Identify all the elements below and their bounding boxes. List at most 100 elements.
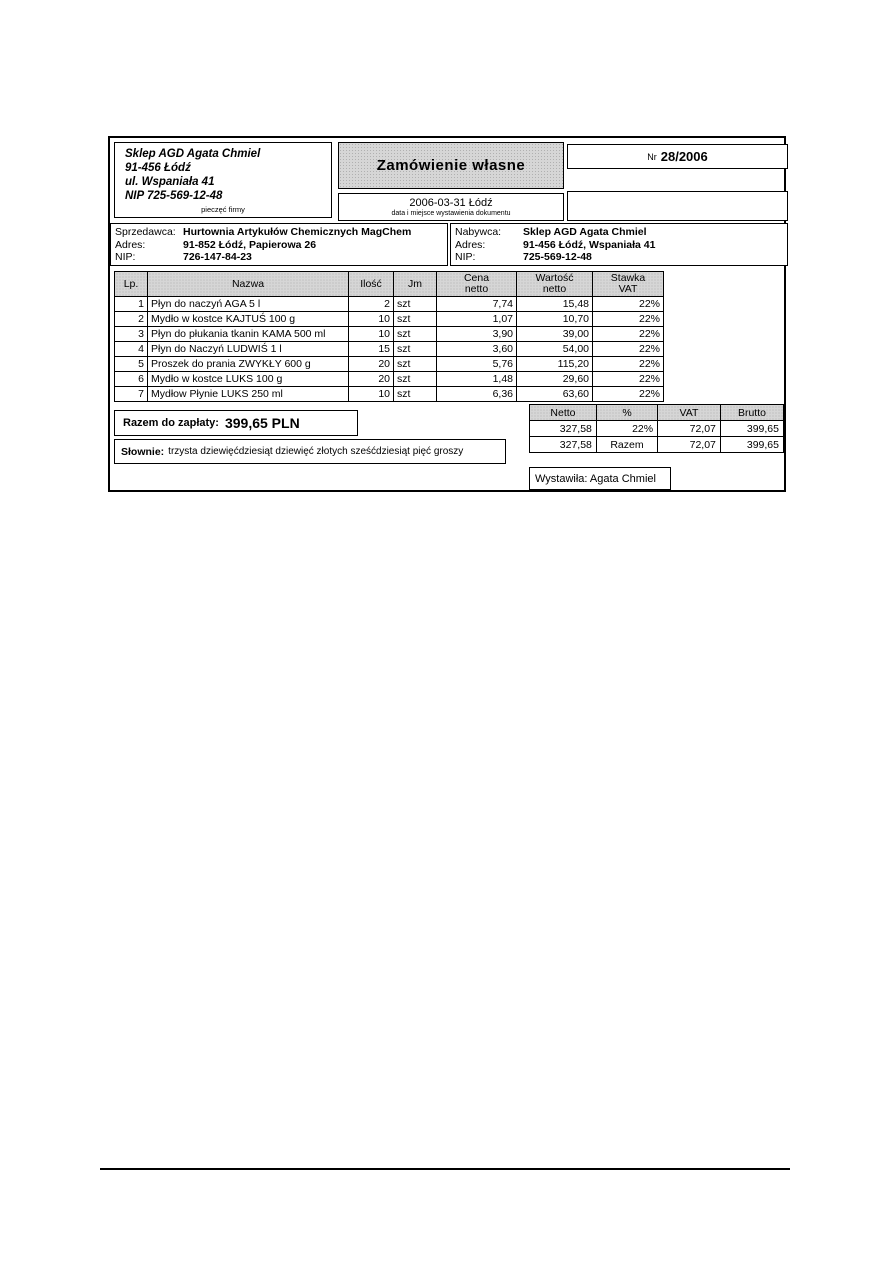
cell-value: 10,70 [516, 311, 593, 327]
cell-lp: 5 [114, 356, 148, 372]
col-header-name: Nazwa [147, 271, 349, 297]
vat-header-vat: VAT [657, 404, 721, 421]
items-header-row: Lp. Nazwa Ilość Jm Cena netto Wartość ne… [114, 271, 664, 297]
seller-name: Hurtownia Artykułów Chemicznych MagChem [183, 226, 412, 238]
cell-price: 1,07 [436, 311, 517, 327]
col-header-unit: Jm [393, 271, 437, 297]
cell-price: 7,74 [436, 296, 517, 312]
buyer-label: Nabywca: [455, 226, 502, 238]
empty-reference-box [567, 191, 788, 221]
cell-vat: 22% [592, 326, 664, 342]
cell-name: Proszek do prania ZWYKŁY 600 g [147, 356, 349, 372]
cell-vat: 22% [592, 386, 664, 402]
vat-cell-netto: 327,58 [529, 436, 597, 453]
table-row: 5 Proszek do prania ZWYKŁY 600 g 20 szt … [114, 356, 664, 372]
vat-total-row: 327,58 Razem 72,07 399,65 [529, 436, 785, 453]
stamp-company-name: Sklep AGD Agata Chmiel [125, 148, 261, 160]
cell-unit: szt [393, 371, 437, 387]
cell-vat: 22% [592, 296, 664, 312]
vat-rate-row: 327,58 22% 72,07 399,65 [529, 420, 785, 437]
cell-unit: szt [393, 356, 437, 372]
cell-unit: szt [393, 341, 437, 357]
table-row: 6 Mydło w kostce LUKS 100 g 20 szt 1,48 … [114, 371, 664, 387]
cell-lp: 6 [114, 371, 148, 387]
cell-name: Płyn do Naczyń LUDWIŚ 1 l [147, 341, 349, 357]
cell-name: Mydło w kostce LUKS 100 g [147, 371, 349, 387]
cell-name: Mydłow Płynie LUKS 250 ml [147, 386, 349, 402]
total-box: Razem do zapłaty: 399,65 PLN [114, 410, 358, 436]
issued-by-box: Wystawiła: Agata Chmiel [529, 467, 671, 490]
seller-box: Sprzedawca: Hurtownia Artykułów Chemiczn… [110, 223, 448, 266]
cell-value: 39,00 [516, 326, 593, 342]
items-table: Lp. Nazwa Ilość Jm Cena netto Wartość ne… [114, 271, 664, 402]
stamp-company-city: 91-456 Łódź [125, 162, 191, 174]
cell-unit: szt [393, 386, 437, 402]
vat-cell-brutto: 399,65 [719, 420, 785, 437]
vat-header-pct: % [595, 404, 659, 421]
document-title-box: Zamówienie własne [338, 142, 564, 189]
cell-vat: 22% [592, 311, 664, 327]
document-number-label: Nr [647, 151, 657, 162]
company-stamp-box: Sklep AGD Agata Chmiel 91-456 Łódź ul. W… [114, 142, 332, 218]
cell-price: 6,36 [436, 386, 517, 402]
seller-nip-label: NIP: [115, 251, 136, 263]
seller-label: Sprzedawca: [115, 226, 176, 238]
vat-header-row: Netto % VAT Brutto [529, 404, 785, 421]
footer-divider [100, 1168, 790, 1170]
buyer-address-label: Adres: [455, 238, 486, 251]
cell-qty: 10 [348, 386, 394, 402]
stamp-company-nip: NIP 725-569-12-48 [125, 190, 223, 202]
vat-summary-table: Netto % VAT Brutto 327,58 22% 72,07 399,… [529, 404, 785, 453]
stamp-caption: pieczęć firmy [201, 205, 245, 214]
cell-value: 54,00 [516, 341, 593, 357]
amount-in-words-label: Słownie: [121, 445, 165, 458]
vat-cell-pct: 22% [595, 420, 659, 437]
cell-qty: 20 [348, 356, 394, 372]
cell-name: Mydło w kostce KAJTUŚ 100 g [147, 311, 349, 327]
col-header-price: Cena netto [436, 271, 517, 297]
col-header-qty: Ilość [348, 271, 394, 297]
issued-by: Wystawiła: Agata Chmiel [535, 472, 656, 485]
cell-lp: 1 [114, 296, 148, 312]
vat-cell-vat: 72,07 [657, 420, 721, 437]
col-header-vat: Stawka VAT [592, 271, 664, 297]
buyer-box: Nabywca: Sklep AGD Agata Chmiel Adres: 9… [450, 223, 788, 266]
cell-qty: 10 [348, 326, 394, 342]
table-row: 2 Mydło w kostce KAJTUŚ 100 g 10 szt 1,0… [114, 311, 664, 327]
cell-lp: 3 [114, 326, 148, 342]
date-place-box: 2006-03-31 Łódź data i miejsce wystawien… [338, 193, 564, 221]
date-place-caption: data i miejsce wystawienia dokumentu [391, 210, 511, 217]
cell-unit: szt [393, 326, 437, 342]
vat-header-netto: Netto [529, 404, 597, 421]
total-value: 399,65 PLN [224, 415, 300, 431]
col-header-value: Wartość netto [516, 271, 593, 297]
table-row: 1 Płyn do naczyń AGA 5 l 2 szt 7,74 15,4… [114, 296, 664, 312]
date-place: 2006-03-31 Łódź [409, 197, 493, 209]
cell-name: Płyn do naczyń AGA 5 l [147, 296, 349, 312]
buyer-name: Sklep AGD Agata Chmiel [523, 226, 647, 238]
vat-header-brutto: Brutto [719, 404, 785, 421]
cell-vat: 22% [592, 341, 664, 357]
seller-nip: 726-147-84-23 [183, 251, 252, 263]
table-row: 4 Płyn do Naczyń LUDWIŚ 1 l 15 szt 3,60 … [114, 341, 664, 357]
cell-value: 15,48 [516, 296, 593, 312]
seller-address-label: Adres: [115, 238, 146, 251]
table-row: 7 Mydłow Płynie LUKS 250 ml 10 szt 6,36 … [114, 386, 664, 402]
amount-in-words: trzysta dziewięćdziesiąt dziewięć złotyc… [168, 446, 464, 457]
cell-value: 115,20 [516, 356, 593, 372]
amount-in-words-box: Słownie: trzysta dziewięćdziesiąt dziewi… [114, 439, 506, 464]
cell-lp: 4 [114, 341, 148, 357]
stamp-company-street: ul. Wspaniała 41 [125, 176, 215, 188]
cell-value: 63,60 [516, 386, 593, 402]
cell-qty: 10 [348, 311, 394, 327]
total-label: Razem do zapłaty: [123, 417, 219, 429]
cell-qty: 2 [348, 296, 394, 312]
cell-qty: 20 [348, 371, 394, 387]
cell-price: 1,48 [436, 371, 517, 387]
cell-vat: 22% [592, 356, 664, 372]
cell-lp: 7 [114, 386, 148, 402]
document-number-box: Nr 28/2006 [567, 144, 788, 169]
col-header-lp: Lp. [114, 271, 148, 297]
cell-price: 3,90 [436, 326, 517, 342]
buyer-nip: 725-569-12-48 [523, 251, 592, 263]
